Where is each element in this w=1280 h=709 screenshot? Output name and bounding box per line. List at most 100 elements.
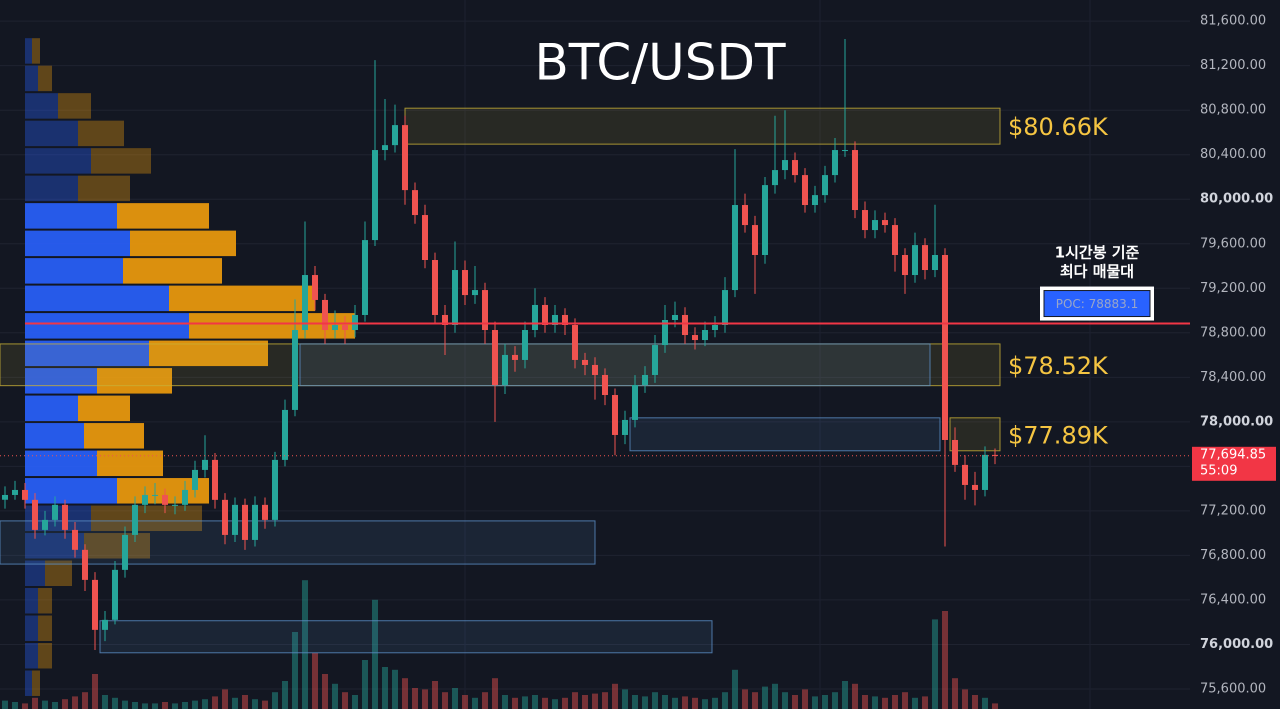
candle-body: [272, 459, 278, 520]
volume-bar: [372, 599, 378, 709]
profile-bar: [84, 423, 144, 449]
volume-bar: [212, 696, 218, 709]
volume-bar: [592, 693, 598, 709]
volume-bar: [182, 702, 188, 709]
zone-label: $77.89K: [1008, 421, 1109, 449]
volume-bar: [972, 695, 978, 709]
profile-bar: [78, 120, 124, 147]
annotation: 최다 매물대: [1060, 263, 1134, 281]
candle-body: [182, 489, 188, 505]
profile-bar: [25, 148, 91, 174]
candle-body: [342, 325, 348, 331]
volume-bar: [272, 692, 278, 709]
price-tag: [1192, 446, 1276, 481]
candle-body: [112, 569, 118, 620]
volume-bar: [222, 689, 228, 709]
candle-body: [612, 395, 618, 435]
candle-body: [352, 314, 358, 331]
profile-bar: [78, 395, 130, 422]
y-tick-label: 80,400.00: [1200, 147, 1266, 162]
y-tick-label: 76,000.00: [1200, 637, 1273, 652]
y-tick-label: 76,400.00: [1200, 592, 1266, 607]
candle-body: [722, 290, 728, 326]
profile-bar: [45, 560, 72, 587]
candle-body: [912, 245, 918, 276]
volume-bar: [92, 674, 98, 709]
price-zone: [949, 417, 1001, 452]
candle-body: [52, 504, 58, 520]
volume-bar: [322, 674, 328, 709]
volume-bar: [822, 695, 828, 709]
profile-bar: [25, 258, 123, 284]
volume-bar: [532, 695, 538, 709]
candle-body: [942, 254, 948, 440]
candle-body: [922, 245, 928, 271]
profile-bar: [117, 203, 209, 229]
candle-body: [282, 409, 288, 460]
profile-bar: [130, 230, 236, 257]
candle-body: [962, 464, 968, 485]
candle-body: [742, 205, 748, 226]
candle-body: [652, 345, 658, 375]
volume-bar: [552, 699, 558, 709]
profile-bar: [25, 615, 38, 641]
profile-bar: [25, 588, 38, 614]
volume-bar: [632, 695, 638, 709]
profile-bar: [38, 642, 52, 669]
volume-bar: [172, 703, 178, 709]
candle-body: [142, 494, 148, 505]
volume-bar: [192, 700, 198, 709]
volume-bar: [752, 692, 758, 709]
volume-bar: [152, 703, 158, 709]
candle-body: [982, 454, 988, 490]
profile-bar: [189, 313, 355, 339]
candle-body: [152, 494, 158, 496]
candle-body: [642, 374, 648, 385]
candle-body: [372, 150, 378, 241]
volume-bar: [872, 696, 878, 709]
volume-bar: [102, 695, 108, 709]
volume-bar: [72, 696, 78, 709]
y-tick-label: 81,600.00: [1200, 14, 1266, 29]
candle-body: [332, 325, 338, 331]
volume-bar: [162, 702, 168, 709]
volume-bar: [62, 699, 68, 709]
volume-bar: [612, 683, 618, 709]
candle-body: [262, 504, 268, 520]
candle-body: [682, 314, 688, 336]
zone-label: $78.52K: [1008, 352, 1109, 380]
profile-bar: [25, 93, 58, 119]
candle-body: [732, 205, 738, 291]
candle-body: [322, 299, 328, 331]
volume-bar: [312, 653, 318, 709]
candle-body: [212, 459, 218, 500]
volume-bar: [562, 697, 568, 709]
price-countdown: 55:09: [1200, 463, 1237, 478]
y-tick-label: 80,800.00: [1200, 103, 1266, 118]
candle-body: [302, 275, 308, 331]
profile-bar: [149, 340, 268, 367]
profile-bar: [25, 423, 84, 449]
volume-bar: [722, 692, 728, 709]
candle-body: [462, 270, 468, 296]
poc-inner: [1043, 290, 1151, 318]
volume-bar: [652, 692, 658, 709]
candle-body: [2, 494, 8, 500]
volume-bar: [52, 702, 58, 709]
candle-body: [562, 314, 568, 326]
volume-bar: [932, 619, 938, 709]
volume-bar: [142, 703, 148, 709]
candle-body: [12, 489, 18, 495]
price-zone: [0, 520, 596, 565]
candle-body: [812, 195, 818, 206]
candle-body: [162, 494, 168, 505]
candle-body: [832, 150, 838, 176]
volume-bar: [442, 692, 448, 709]
chart-title: BTC/USDT: [534, 34, 786, 92]
volume-bar: [462, 695, 468, 709]
volume-bar: [352, 695, 358, 709]
candle-body: [432, 260, 438, 315]
volume-bar: [282, 681, 288, 709]
volume-bar: [432, 681, 438, 709]
candle-body: [872, 220, 878, 231]
